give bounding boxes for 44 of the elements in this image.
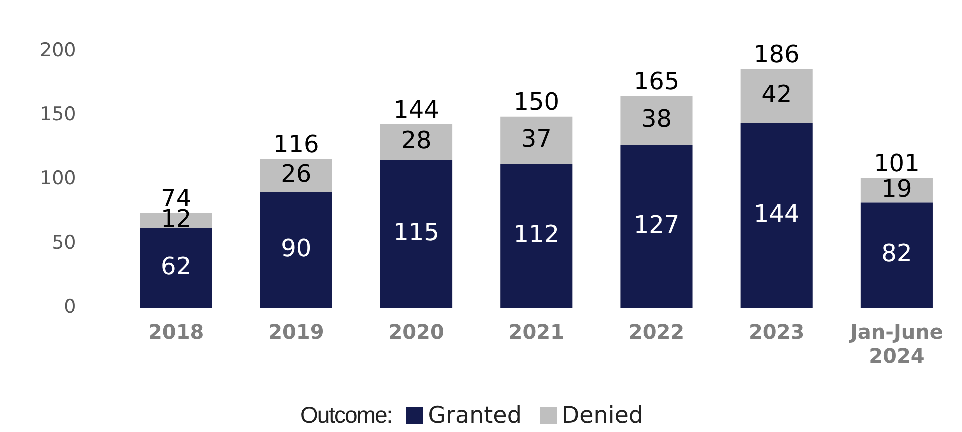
data-label: 115 (394, 218, 440, 246)
total-label: 150 (514, 88, 560, 116)
x-tick-label: 2019 (268, 320, 324, 344)
data-label: 28 (401, 126, 432, 155)
data-label: 26 (281, 160, 312, 188)
y-tick-label: 150 (40, 103, 76, 126)
x-tick-label: 2020 (388, 320, 444, 344)
x-tick-label: 2021 (508, 320, 564, 344)
bar (500, 116, 573, 164)
bar (380, 124, 453, 160)
data-label: 42 (762, 80, 792, 109)
legend-label: Granted (428, 402, 522, 428)
bar (140, 228, 212, 308)
x-tick-label: 2018 (148, 320, 204, 344)
y-tick-label: 200 (40, 39, 76, 62)
bar (740, 123, 813, 308)
data-label: 90 (281, 234, 312, 262)
bar (740, 69, 813, 124)
total-label: 165 (634, 68, 680, 96)
x-tick-label: Jan-June 2024 (848, 320, 944, 368)
total-label: 144 (394, 96, 440, 124)
data-label: 82 (882, 240, 912, 268)
bar (260, 192, 332, 308)
data-label: 37 (521, 124, 552, 153)
data-label: 112 (514, 220, 560, 248)
legend-title: Outcome: (300, 402, 392, 429)
y-tick-label: 50 (52, 232, 76, 254)
y-tick-label: 0 (64, 296, 76, 318)
bar (620, 145, 693, 308)
legend-label: Denied (562, 402, 644, 428)
bar (380, 160, 453, 308)
data-label: 38 (641, 104, 672, 133)
x-tick-label: 2022 (628, 320, 685, 344)
bar (860, 202, 933, 308)
bar (260, 159, 332, 193)
data-label: 144 (754, 200, 800, 228)
data-label: 62 (161, 252, 192, 280)
data-label: 127 (634, 210, 680, 239)
bar (500, 164, 573, 308)
y-tick-label: 100 (40, 168, 76, 190)
bar (620, 96, 693, 146)
x-tick-label: 2023 (749, 320, 805, 344)
total-label: 186 (754, 40, 800, 69)
total-label: 116 (274, 130, 320, 158)
